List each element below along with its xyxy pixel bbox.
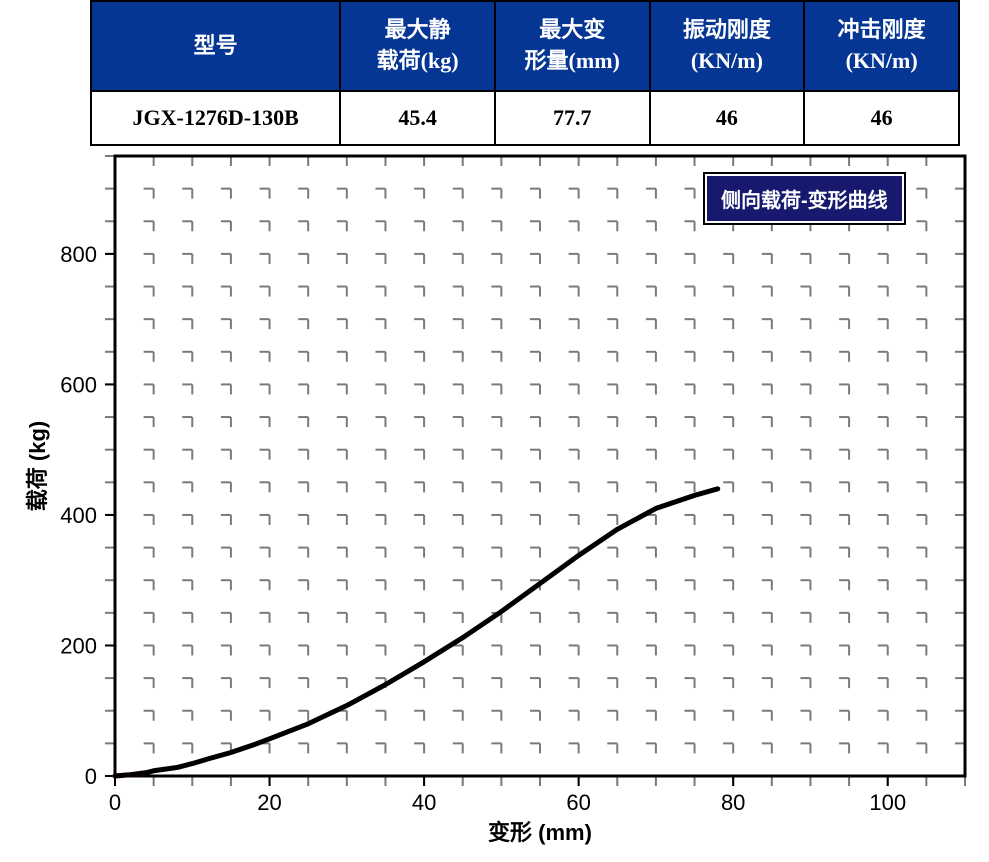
svg-text:60: 60 bbox=[566, 790, 590, 815]
svg-text:0: 0 bbox=[85, 764, 97, 789]
svg-text:800: 800 bbox=[60, 242, 97, 267]
svg-text:0: 0 bbox=[109, 790, 121, 815]
td-impact-stiffness: 46 bbox=[804, 91, 959, 145]
chart-title-text: 侧向载荷-变形曲线 bbox=[705, 174, 904, 223]
th-vibration-stiffness: 振动刚度(KN/m) bbox=[650, 1, 805, 91]
svg-text:40: 40 bbox=[412, 790, 436, 815]
svg-text:600: 600 bbox=[60, 372, 97, 397]
th-max-static-load: 最大静载荷(kg) bbox=[340, 1, 495, 91]
chart-container: 0204060801000200400600800变形 (mm)载荷 (kg) … bbox=[0, 146, 989, 856]
th-max-deformation: 最大变形量(mm) bbox=[495, 1, 650, 91]
svg-text:变形 (mm): 变形 (mm) bbox=[488, 820, 592, 845]
svg-text:200: 200 bbox=[60, 633, 97, 658]
table-row: JGX-1276D-130B 45.4 77.7 46 46 bbox=[91, 91, 959, 145]
chart-svg: 0 20 40 60 80 100 0 200 400 600 800 变形 (mm) 载荷 (kg) bbox=[0, 146, 989, 856]
td-max-static-load: 45.4 bbox=[340, 91, 495, 145]
table-header-row: 型号 最大静载荷(kg) 最大变形量(mm) 振动刚度(KN/m) 冲击刚度(K… bbox=[91, 1, 959, 91]
chart-title-box: 侧向载荷-变形曲线 bbox=[705, 174, 904, 223]
td-max-deformation: 77.7 bbox=[495, 91, 650, 145]
svg-text:400: 400 bbox=[60, 503, 97, 528]
th-model: 型号 bbox=[91, 1, 340, 91]
th-impact-stiffness: 冲击刚度(KN/m) bbox=[804, 1, 959, 91]
svg-text:载荷 (kg): 载荷 (kg) bbox=[25, 421, 50, 511]
svg-text:20: 20 bbox=[257, 790, 281, 815]
svg-text:80: 80 bbox=[721, 790, 745, 815]
td-model: JGX-1276D-130B bbox=[91, 91, 340, 145]
svg-text:100: 100 bbox=[869, 790, 906, 815]
spec-table: 型号 最大静载荷(kg) 最大变形量(mm) 振动刚度(KN/m) 冲击刚度(K… bbox=[90, 0, 960, 146]
td-vibration-stiffness: 46 bbox=[650, 91, 805, 145]
